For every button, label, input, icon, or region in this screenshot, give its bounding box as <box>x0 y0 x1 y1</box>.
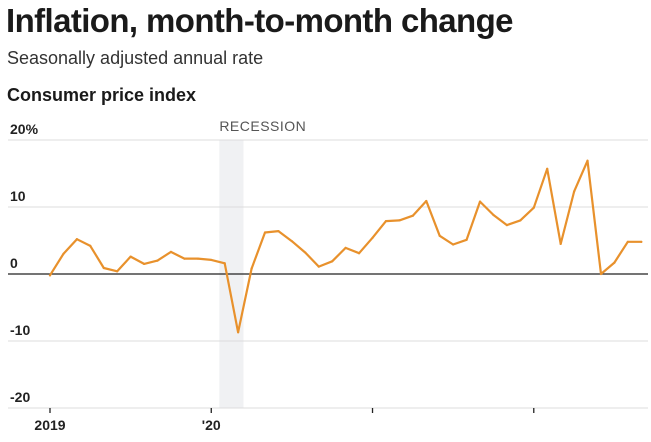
cpi-data-point <box>478 200 482 203</box>
cpi-data-point <box>505 223 508 227</box>
y-tick-label: 20% <box>10 121 39 137</box>
cpi-data-point <box>411 214 414 217</box>
cpi-data-point <box>492 213 495 217</box>
cpi-data-point <box>452 243 455 246</box>
cpi-data-point <box>210 258 213 262</box>
cpi-data-point <box>384 219 388 223</box>
x-tick-label: '20 <box>202 417 221 433</box>
line-layer <box>48 159 643 334</box>
cpi-data-point <box>532 206 535 209</box>
axis-layer <box>49 408 535 413</box>
cpi-series-line <box>48 159 643 334</box>
cpi-data-point <box>331 260 334 263</box>
cpi-data-point <box>304 251 307 254</box>
cpi-data-point <box>465 238 468 241</box>
cpi-data-point <box>546 167 549 170</box>
cpi-data-point <box>277 230 280 233</box>
cpi-data-point <box>75 238 78 241</box>
y-tick-label: 0 <box>10 255 18 271</box>
grid-layer <box>8 139 648 409</box>
cpi-data-point <box>223 262 226 265</box>
cpi-data-point <box>263 231 267 234</box>
cpi-data-point <box>183 257 186 260</box>
cpi-data-point <box>599 272 603 276</box>
y-tick-label: -10 <box>10 322 30 338</box>
x-tick-label: 2019 <box>34 417 65 433</box>
recession-label: RECESSION <box>219 118 306 134</box>
cpi-data-point <box>640 240 643 243</box>
cpi-data-point <box>398 219 401 222</box>
cpi-data-point <box>371 236 374 239</box>
cpi-data-point <box>344 246 347 249</box>
cpi-data-point <box>89 244 92 247</box>
cpi-data-point <box>142 262 146 266</box>
cpi-data-point <box>102 266 105 270</box>
cpi-data-point <box>290 240 293 243</box>
cpi-data-point <box>613 261 616 264</box>
cpi-data-point <box>48 274 52 277</box>
cpi-data-point <box>357 252 361 255</box>
cpi-data-point <box>129 255 132 258</box>
y-tick-label: -20 <box>10 389 30 405</box>
cpi-data-point <box>156 259 159 262</box>
cpi-data-point <box>237 331 240 334</box>
cpi-data-point <box>519 219 522 222</box>
chart-title: Consumer price index <box>7 85 197 105</box>
cpi-data-point <box>250 267 253 270</box>
page-title: Inflation, month-to-month change <box>6 2 513 39</box>
cpi-data-point <box>572 190 576 193</box>
cpi-data-point <box>626 240 629 243</box>
cpi-data-point <box>438 234 441 237</box>
cpi-data-point <box>116 270 119 273</box>
cpi-data-point <box>196 257 199 260</box>
cpi-data-point <box>62 252 65 255</box>
cpi-data-point <box>169 250 173 253</box>
page-subtitle: Seasonally adjusted annual rate <box>7 48 264 68</box>
cpi-data-point <box>317 265 320 268</box>
cpi-data-point <box>559 242 562 245</box>
y-tick-label: 10 <box>10 188 26 204</box>
cpi-data-point <box>586 159 589 162</box>
cpi-data-point <box>425 199 428 203</box>
